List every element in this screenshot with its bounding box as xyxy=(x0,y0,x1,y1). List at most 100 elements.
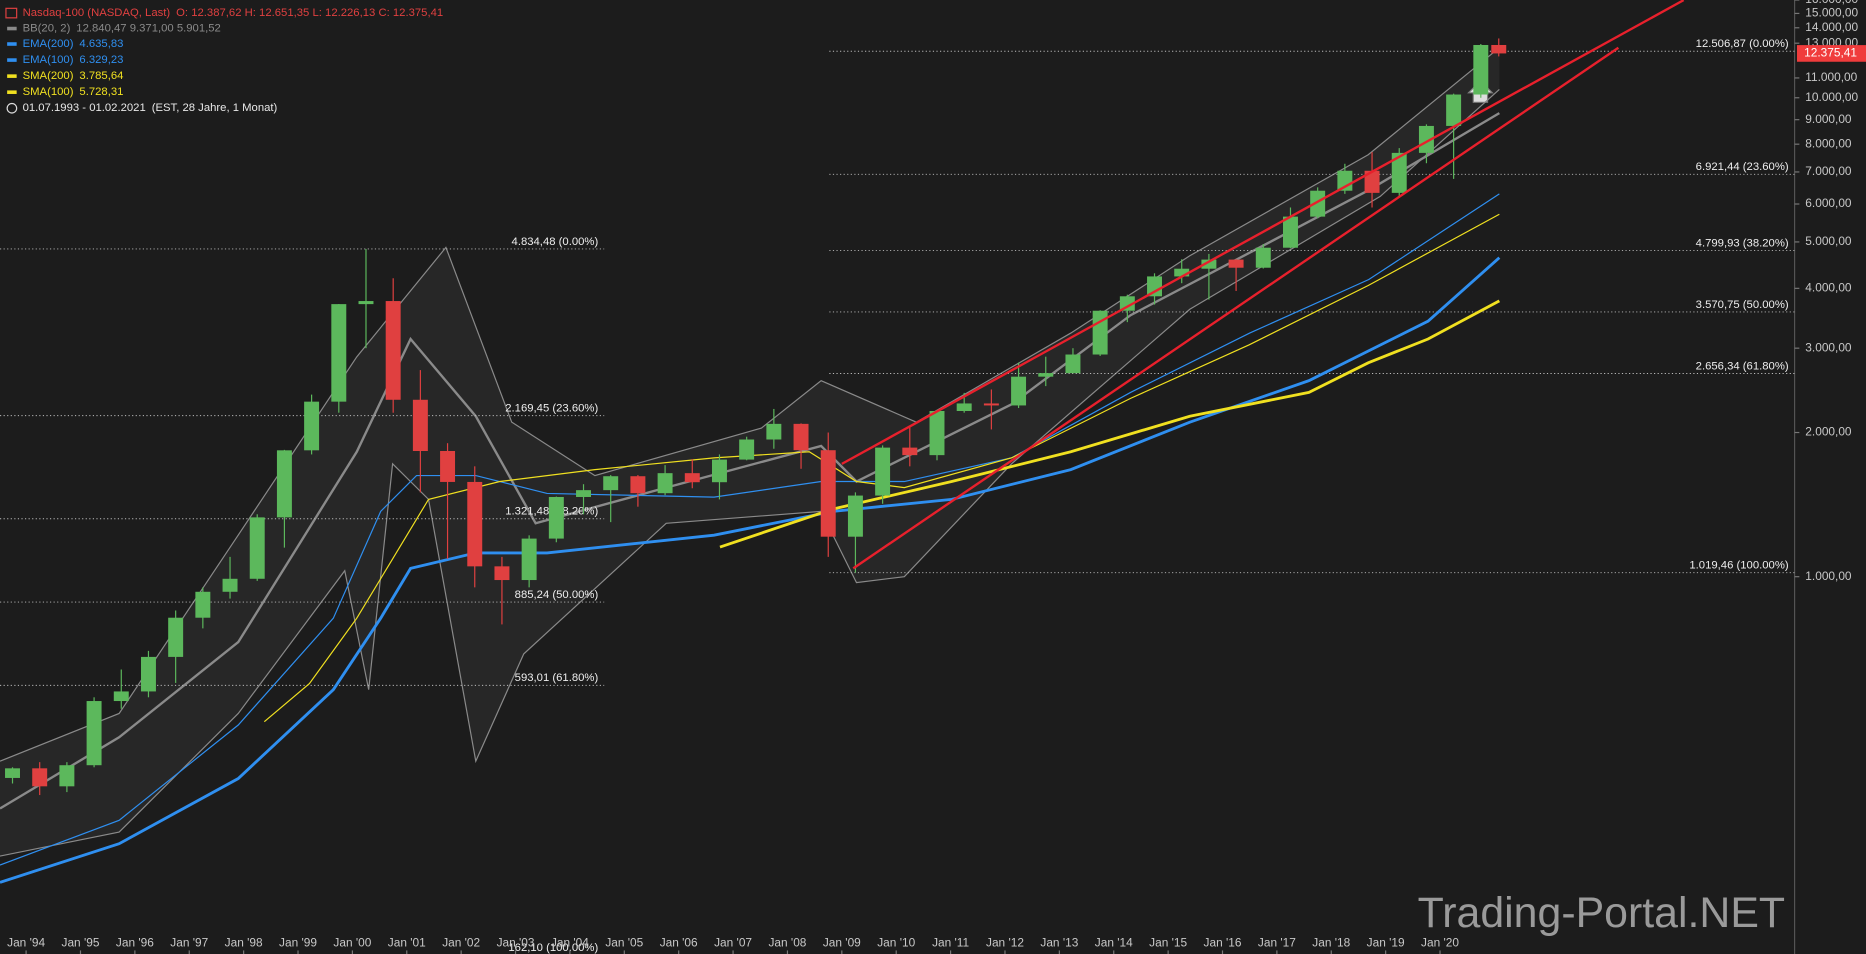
candle-body xyxy=(1364,170,1380,193)
x-tick-label: Jan '03 xyxy=(497,935,535,949)
fib-label: 6.921,44 (23.60%) xyxy=(1696,161,1789,173)
candle-body xyxy=(494,566,510,581)
candle-body xyxy=(521,538,537,581)
y-tick-label: 10.000,00 xyxy=(1805,90,1858,104)
candle-body xyxy=(1473,44,1489,95)
legend-text: (EST, 28 Jahre, 1 Monat) xyxy=(152,102,278,114)
legend-entry: BB(20, 2) 12.840,47 9.371,00 5.901,52 xyxy=(23,23,221,35)
fib-label: 162,10 (100.00%) xyxy=(508,942,598,954)
candle-body xyxy=(929,410,945,456)
legend-icon xyxy=(5,7,18,19)
candle-body xyxy=(168,617,184,657)
legend-text: 6.329,23 xyxy=(79,54,123,66)
candle-body xyxy=(385,301,401,400)
candle-body xyxy=(1065,354,1081,374)
x-tick-label: Jan '19 xyxy=(1367,935,1405,949)
bb-lower xyxy=(0,89,1500,857)
candle-body xyxy=(1283,216,1298,248)
candle-body xyxy=(249,517,265,579)
legend-swatch xyxy=(7,74,17,78)
candle-body xyxy=(1391,152,1407,193)
x-tick-label: Jan '97 xyxy=(170,935,208,949)
y-tick-label: 2.000,00 xyxy=(1805,425,1852,439)
candle-body xyxy=(603,476,619,491)
legend-entry: EMA(200) 4.635,83 xyxy=(23,38,124,50)
y-tick-label: 14.000,00 xyxy=(1805,20,1858,34)
candle-body xyxy=(739,439,755,460)
y-tick-label: 11.000,00 xyxy=(1805,70,1857,84)
fib-label: 4.834,48 (0.00%) xyxy=(512,236,599,248)
y-tick-label: 15.000,00 xyxy=(1805,6,1858,20)
y-tick-label: 3.000,00 xyxy=(1805,340,1852,354)
clock-icon xyxy=(6,102,18,114)
candle-body xyxy=(358,301,374,305)
candle-body xyxy=(331,304,347,402)
trendline xyxy=(852,46,1620,570)
candle-body xyxy=(276,450,292,518)
legend-entry: SMA(200) 3.785,64 xyxy=(23,70,124,82)
legend-text: SMA(100) xyxy=(23,86,74,98)
last-price-label: 12.375,41 xyxy=(1804,46,1857,60)
legend-text: O: 12.387,62 H: 12.651,35 L: 12.226,13 C… xyxy=(176,7,443,19)
x-tick-label: Jan '11 xyxy=(932,935,969,949)
legend-text: 3.785,64 xyxy=(79,70,123,82)
y-tick-label: 16.000,00 xyxy=(1805,0,1858,6)
candle-body xyxy=(32,768,48,787)
fib-label: 1.019,46 (100.00%) xyxy=(1689,560,1788,572)
legend-entry: EMA(100) 6.329,23 xyxy=(23,54,124,66)
x-tick-label: Jan '10 xyxy=(877,935,915,949)
candle-body xyxy=(1491,44,1507,54)
candle-body xyxy=(195,591,211,618)
fib-label: 12.506,87 (0.00%) xyxy=(1696,38,1789,50)
candle-body xyxy=(1201,259,1217,269)
bb-middle xyxy=(0,112,1500,810)
x-tick-label: Jan '96 xyxy=(116,935,154,949)
legend-text: 01.07.1993 - 01.02.2021 xyxy=(23,102,146,114)
candle-body xyxy=(304,401,320,451)
candle-body xyxy=(1174,268,1190,277)
x-tick-label: Jan '16 xyxy=(1204,935,1242,949)
candle-body xyxy=(1446,94,1462,126)
candle-body xyxy=(1418,125,1434,153)
candle-body xyxy=(1255,247,1271,268)
candle-body xyxy=(657,473,673,494)
candle-body xyxy=(902,447,918,456)
fib-label: 2.656,34 (61.80%) xyxy=(1696,360,1789,372)
x-tick-label: Jan '20 xyxy=(1421,935,1459,949)
x-tick-label: Jan '02 xyxy=(442,935,480,949)
moving-average xyxy=(0,193,1500,866)
x-tick-label: Jan '98 xyxy=(225,935,263,949)
legend-swatch xyxy=(7,42,17,46)
legend-swatch xyxy=(7,90,17,94)
x-tick-label: Jan '05 xyxy=(605,935,643,949)
x-tick-label: Jan '08 xyxy=(768,935,806,949)
legend-text: Nasdaq-100 (NASDAQ, Last) xyxy=(23,7,171,19)
candle-body xyxy=(820,450,836,537)
candle-body xyxy=(793,423,809,451)
fib-label: 885,24 (50.00%) xyxy=(515,589,599,601)
candle-body xyxy=(86,701,102,766)
candle-body xyxy=(548,496,564,539)
legend-text: 4.635,83 xyxy=(79,38,123,50)
candle-body xyxy=(113,691,129,702)
candle-body xyxy=(1147,276,1163,297)
last-price-tag xyxy=(1796,45,1866,62)
candle-body xyxy=(1011,376,1027,406)
legend-text: EMA(200) xyxy=(23,38,74,50)
x-tick-label: Jan '13 xyxy=(1040,935,1078,949)
trendline xyxy=(841,0,1685,465)
legend-swatch xyxy=(7,26,17,31)
candle-body xyxy=(1310,190,1326,217)
watermark: Trading-Portal.NET xyxy=(1418,889,1785,937)
y-tick-label: 4.000,00 xyxy=(1805,280,1852,294)
legend-text: BB(20, 2) xyxy=(23,23,71,35)
candle-body xyxy=(412,399,428,451)
candle-body xyxy=(222,578,238,592)
candle-body xyxy=(576,490,591,497)
x-tick-label: Jan '18 xyxy=(1312,935,1350,949)
candle-body xyxy=(766,423,782,440)
candle-body xyxy=(1228,259,1244,268)
x-tick-label: Jan '09 xyxy=(823,935,861,949)
